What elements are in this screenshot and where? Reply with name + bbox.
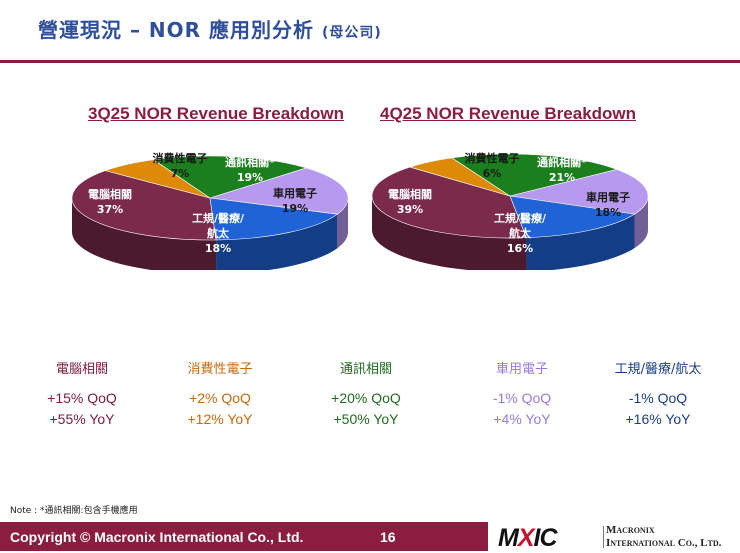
chart-title-3q25: 3Q25 NOR Revenue Breakdown xyxy=(88,104,345,123)
copyright-text: Copyright © Macronix International Co., … xyxy=(10,529,304,545)
company-name: Macronix International Co., Ltd. xyxy=(606,524,721,550)
pie-value-label-comm: 19% xyxy=(237,171,263,184)
company-name-line1: Macronix xyxy=(606,524,655,536)
pie-chart-3q25: 電腦相關 37% 消費性電子 7% 通訊相關* 19% 車用電子 19% 工規/醫療/航太 18% xyxy=(71,151,349,270)
logo-letter-m: M xyxy=(498,524,519,552)
summary-label-industrial: 工規/醫療/航太 xyxy=(614,362,702,377)
pie-slice-auto xyxy=(509,169,649,215)
page-title-text: 營運現況 – NOR 應用別分析 xyxy=(38,18,315,42)
summary-qoq-auto: -1% QoQ xyxy=(492,390,552,406)
pie-slice-industrial xyxy=(509,195,636,239)
pie-side-industrial xyxy=(526,214,635,270)
chart-title-4q25: 4Q25 NOR Revenue Breakdown xyxy=(380,104,637,123)
pie-category-label-industrial: 航太 xyxy=(207,226,230,240)
footnote: Note : *通訊相關:包含手機應用 xyxy=(10,506,138,516)
pie-side-computer xyxy=(72,198,217,270)
logo-divider xyxy=(603,526,604,548)
page-subtitle: (母公司) xyxy=(322,25,382,41)
title-divider xyxy=(0,60,740,63)
pie-value-label-consumer: 7% xyxy=(171,167,190,180)
summary-label-comm: 通訊相關 xyxy=(339,362,392,377)
pie-slice-computer xyxy=(371,166,527,239)
pie-slice-comm xyxy=(152,155,308,199)
summary-yoy-industrial: +16% YoY xyxy=(625,411,691,427)
pie-category-label-auto: 車用電子 xyxy=(273,186,317,200)
pie-value-label-comm: 21% xyxy=(549,171,575,184)
summary-label-auto: 車用電子 xyxy=(495,362,548,377)
pie-category-label-consumer: 消費性電子 xyxy=(465,151,520,165)
summary-label-consumer: 消費性電子 xyxy=(187,362,253,377)
pie-value-label-computer: 37% xyxy=(97,203,123,216)
pie-value-label-industrial: 18% xyxy=(205,242,231,255)
summary-label-computer: 電腦相關 xyxy=(55,362,108,377)
pie-side-auto xyxy=(337,198,349,249)
pie-category-label-industrial: 工規/醫療/ xyxy=(192,211,245,225)
pie-value-label-auto: 19% xyxy=(282,202,308,215)
pie-category-label-industrial: 航太 xyxy=(509,226,532,240)
pie-value-label-consumer: 6% xyxy=(483,167,502,180)
company-logo: MXIC xyxy=(498,524,558,553)
page-number: 16 xyxy=(380,529,396,545)
company-name-line2: International Co., Ltd. xyxy=(606,537,722,549)
page-title: 營運現況 – NOR 應用別分析 (母公司) xyxy=(38,14,382,43)
pie-slice-comm xyxy=(451,153,618,197)
footer-band xyxy=(0,522,488,551)
pie-category-label-computer: 電腦相關 xyxy=(88,187,132,201)
summary-yoy-comm: +50% YoY xyxy=(333,411,399,427)
summary-yoy-consumer: +12% YoY xyxy=(187,411,253,427)
pie-category-label-industrial: 工規/醫療/ xyxy=(494,211,547,225)
summary-qoq-computer: +15% QoQ xyxy=(47,390,117,406)
pie-slice-industrial xyxy=(209,197,339,241)
summary-qoq-consumer: +2% QoQ xyxy=(189,390,251,406)
pie-side-computer xyxy=(372,196,527,270)
pie-value-label-computer: 39% xyxy=(397,203,423,216)
logo-letters-ic: IC xyxy=(533,524,558,552)
logo-letter-x: X xyxy=(517,524,535,552)
pie-category-label-comm: 通訊相關* xyxy=(225,155,275,169)
pie-value-label-industrial: 16% xyxy=(507,242,533,255)
pie-category-label-comm: 通訊相關* xyxy=(537,155,587,169)
pie-slice-computer xyxy=(71,170,217,241)
pie-category-label-consumer: 消費性電子 xyxy=(153,151,208,165)
summary-yoy-auto: +4% YoY xyxy=(493,411,551,427)
pie-category-label-auto: 車用電子 xyxy=(586,190,630,204)
pie-value-label-auto: 18% xyxy=(595,206,621,219)
summary-qoq-comm: +20% QoQ xyxy=(331,390,401,406)
pie-charts: 電腦相關 37% 消費性電子 7% 通訊相關* 19% 車用電子 19% 工規/醫療/航太 18%… xyxy=(71,151,649,270)
pie-category-label-computer: 電腦相關 xyxy=(388,187,432,201)
summary-yoy-computer: +55% YoY xyxy=(49,411,115,427)
summary-qoq-industrial: -1% QoQ xyxy=(628,390,688,406)
pie-chart-4q25: 電腦相關 39% 消費性電子 6% 通訊相關* 21% 車用電子 18% 工規/醫療/航太 16% xyxy=(371,151,649,270)
pie-slice-auto xyxy=(209,167,349,215)
pie-side-auto xyxy=(634,196,649,249)
